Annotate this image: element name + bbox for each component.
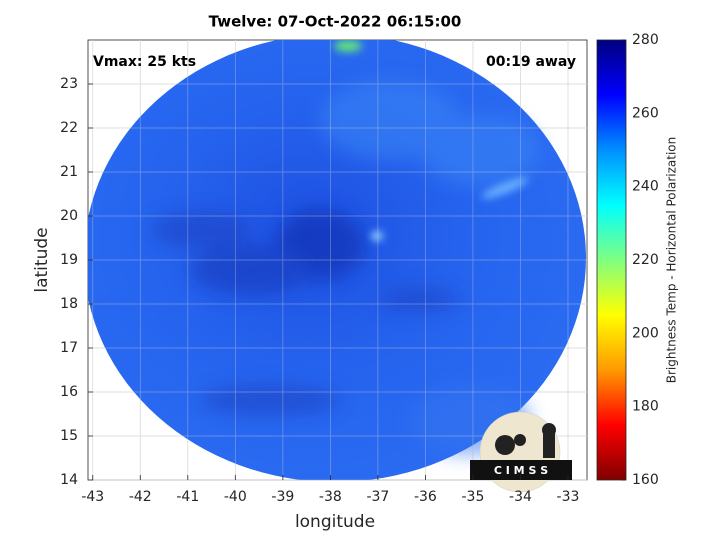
y-axis-label: latitude <box>32 227 52 292</box>
colorbar <box>596 39 627 481</box>
colorbar-tick-label: 240 <box>632 179 659 195</box>
y-tick-label: 18 <box>60 296 78 312</box>
colorbar-tick-label: 220 <box>632 252 659 268</box>
chart-title: Twelve: 07-Oct-2022 06:15:00 <box>209 13 462 31</box>
x-tick-label: -38 <box>319 489 342 505</box>
x-tick-label: -42 <box>129 489 152 505</box>
x-tick-label: -35 <box>462 489 485 505</box>
annotation: Vmax: 25 kts <box>93 54 196 70</box>
x-tick-label: -43 <box>81 489 104 505</box>
y-tick-label: 19 <box>60 252 78 268</box>
x-axis-label: longitude <box>295 512 375 532</box>
colorbar-tick-label: 200 <box>632 325 659 341</box>
annotation: 00:19 away <box>486 54 576 70</box>
y-tick-label: 16 <box>60 384 78 400</box>
x-tick-label: -39 <box>271 489 294 505</box>
x-tick-label: -40 <box>224 489 247 505</box>
colorbar-tick-label: 180 <box>632 399 659 415</box>
x-tick-label: -34 <box>509 489 532 505</box>
colorbar-label: Brightness Temp - Horizontal Polarizatio… <box>665 137 679 384</box>
colorbar-tick-label: 260 <box>632 105 659 121</box>
logo-text: C I M S S <box>494 464 548 477</box>
colorbar-tick-label: 160 <box>632 472 659 488</box>
x-tick-label: -41 <box>176 489 199 505</box>
y-tick-label: 21 <box>60 164 78 180</box>
x-tick-label: -33 <box>557 489 580 505</box>
x-tick-label: -36 <box>414 489 437 505</box>
x-tick-label: -37 <box>366 489 389 505</box>
y-tick-label: 23 <box>60 76 78 92</box>
brightness-image <box>88 40 586 480</box>
colorbar-tick-label: 280 <box>632 32 659 48</box>
y-tick-label: 14 <box>60 472 78 488</box>
y-tick-label: 20 <box>60 208 78 224</box>
y-tick-label: 17 <box>60 340 78 356</box>
y-tick-label: 15 <box>60 428 78 444</box>
grid-overlay <box>88 40 587 481</box>
y-tick-label: 22 <box>60 120 78 136</box>
logo: C I M S S <box>470 411 572 493</box>
